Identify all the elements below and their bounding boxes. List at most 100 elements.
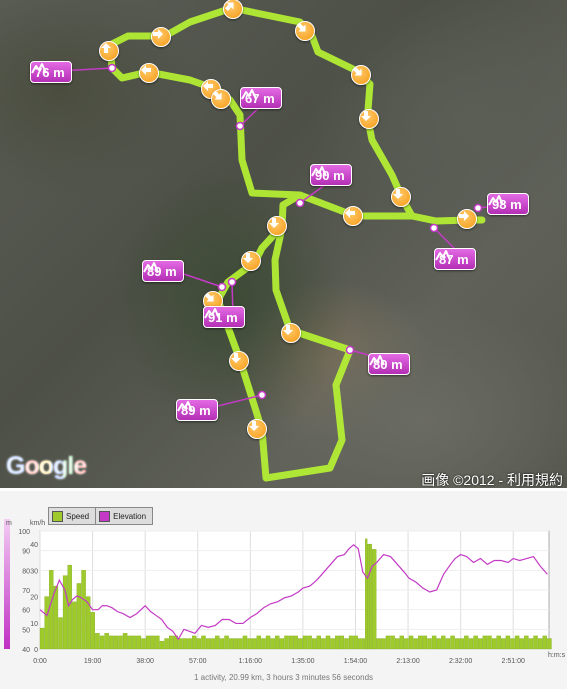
legend-item-speed[interactable]: Speed bbox=[49, 508, 95, 524]
speed-bar bbox=[118, 635, 123, 650]
legend-item-elevation[interactable]: Elevation bbox=[95, 508, 152, 524]
elevation-marker[interactable]: 80 m bbox=[368, 353, 410, 375]
speed-bar bbox=[233, 638, 238, 650]
speed-bar bbox=[353, 635, 358, 650]
speed-bar bbox=[127, 635, 132, 650]
speed-bar bbox=[358, 638, 363, 650]
marker-anchor bbox=[257, 390, 267, 400]
direction-arrow-icon bbox=[247, 419, 267, 439]
direction-arrow-icon bbox=[229, 351, 249, 371]
speed-axis-unit: km/h bbox=[30, 520, 45, 527]
elevation-marker-label: 90 m bbox=[315, 167, 345, 183]
x-tick-label: 2:32:00 bbox=[449, 658, 472, 665]
elevation-marker-label: 89 m bbox=[181, 402, 211, 418]
speed-swatch bbox=[52, 510, 63, 522]
speed-bar bbox=[464, 635, 469, 650]
chart-panel: Speed Elevation 40 50 60 70 80 90 100 0 10 20 30 40… bbox=[0, 488, 567, 689]
marker-anchor bbox=[295, 198, 305, 208]
speed-bar bbox=[265, 635, 271, 650]
speed-bar bbox=[505, 635, 511, 650]
speed-bar bbox=[72, 601, 77, 650]
speed-bar bbox=[394, 638, 400, 650]
speed-tick-label: 10 bbox=[30, 621, 38, 628]
x-axis-unit: h:m:s bbox=[548, 652, 566, 659]
legend-label-elevation: Elevation bbox=[113, 511, 147, 521]
speed-bar bbox=[187, 638, 192, 650]
elevation-marker[interactable]: 89 m bbox=[142, 260, 184, 282]
speed-bar bbox=[122, 633, 128, 650]
speed-bar bbox=[238, 638, 243, 650]
elevation-marker[interactable]: 87 m bbox=[434, 248, 476, 270]
elevation-marker[interactable]: 91 m bbox=[203, 306, 245, 328]
speed-bar bbox=[473, 635, 478, 650]
speed-bar bbox=[533, 635, 538, 650]
x-tick-label: 2:13:00 bbox=[396, 658, 419, 665]
elevation-marker[interactable]: 98 m bbox=[487, 193, 529, 215]
speed-bar bbox=[109, 635, 114, 650]
mountain-icon bbox=[241, 89, 257, 100]
elevation-marker-label: 67 m bbox=[245, 90, 275, 106]
speed-bar bbox=[367, 543, 370, 650]
direction-arrow-icon bbox=[343, 206, 363, 226]
speed-bar bbox=[528, 638, 534, 650]
speed-bar bbox=[182, 638, 188, 650]
x-tick-label: 1:35:00 bbox=[291, 658, 314, 665]
speed-bar bbox=[418, 635, 423, 650]
speed-bar bbox=[228, 638, 234, 650]
speed-bar bbox=[369, 543, 372, 650]
speed-bar bbox=[81, 570, 86, 650]
map-attribution[interactable]: 画像 ©2012 - 利用規約 bbox=[421, 472, 563, 488]
speed-tick-label: 40 bbox=[30, 542, 38, 549]
direction-arrow-icon bbox=[139, 63, 159, 83]
speed-bar bbox=[501, 638, 506, 650]
elevation-tick-label: 100 bbox=[18, 529, 30, 536]
speed-bar bbox=[210, 638, 215, 650]
speed-bar bbox=[362, 638, 366, 650]
speed-bar bbox=[298, 638, 303, 650]
activity-summary: 1 activity, 20.99 km, 3 hours 3 minutes … bbox=[193, 673, 374, 682]
speed-bar bbox=[85, 596, 91, 650]
elevation-color-scale bbox=[4, 519, 10, 649]
speed-bar bbox=[196, 638, 202, 650]
direction-arrow-icon bbox=[267, 216, 287, 236]
elevation-marker-label: 76 m bbox=[35, 64, 65, 80]
mountain-icon bbox=[177, 401, 193, 412]
marker-anchor bbox=[429, 223, 439, 233]
x-tick-label: 38:00 bbox=[136, 658, 154, 665]
elevation-marker[interactable]: 76 m bbox=[30, 61, 72, 83]
speed-bar bbox=[284, 635, 289, 650]
google-logo: Google bbox=[6, 452, 87, 480]
speed-bar bbox=[537, 638, 543, 650]
speed-bar bbox=[325, 635, 331, 650]
speed-bar bbox=[302, 635, 308, 650]
speed-bar bbox=[275, 635, 280, 650]
elevation-line bbox=[39, 543, 548, 641]
speed-bar bbox=[381, 638, 386, 650]
marker-anchor bbox=[227, 277, 237, 287]
speed-bar bbox=[376, 638, 381, 650]
speed-bar bbox=[90, 612, 95, 650]
elevation-swatch bbox=[99, 510, 111, 522]
satellite-map[interactable]: 76 m 67 m 90 m 98 m 87 m 89 m 91 m 80 m 89 m Goo… bbox=[0, 0, 567, 488]
speed-bar bbox=[339, 635, 345, 650]
speed-bar bbox=[67, 564, 72, 650]
speed-bar bbox=[321, 638, 326, 650]
elevation-marker[interactable]: 89 m bbox=[176, 399, 218, 421]
speed-bar bbox=[404, 638, 409, 650]
speed-bar bbox=[219, 638, 225, 650]
elevation-marker[interactable]: 67 m bbox=[240, 87, 282, 109]
elevation-marker[interactable]: 90 m bbox=[310, 164, 352, 186]
speed-bar bbox=[76, 583, 82, 650]
speed-bar bbox=[371, 549, 377, 650]
direction-arrow-icon bbox=[281, 323, 301, 343]
speed-bar bbox=[192, 635, 197, 650]
speed-bar bbox=[413, 638, 418, 650]
speed-bar bbox=[491, 638, 497, 650]
elevation-marker-label: 87 m bbox=[439, 251, 469, 267]
speed-bar bbox=[247, 638, 252, 650]
speed-bar bbox=[95, 633, 100, 650]
marker-anchor bbox=[473, 203, 483, 213]
speed-bar bbox=[427, 638, 432, 650]
speed-bar bbox=[201, 635, 206, 650]
